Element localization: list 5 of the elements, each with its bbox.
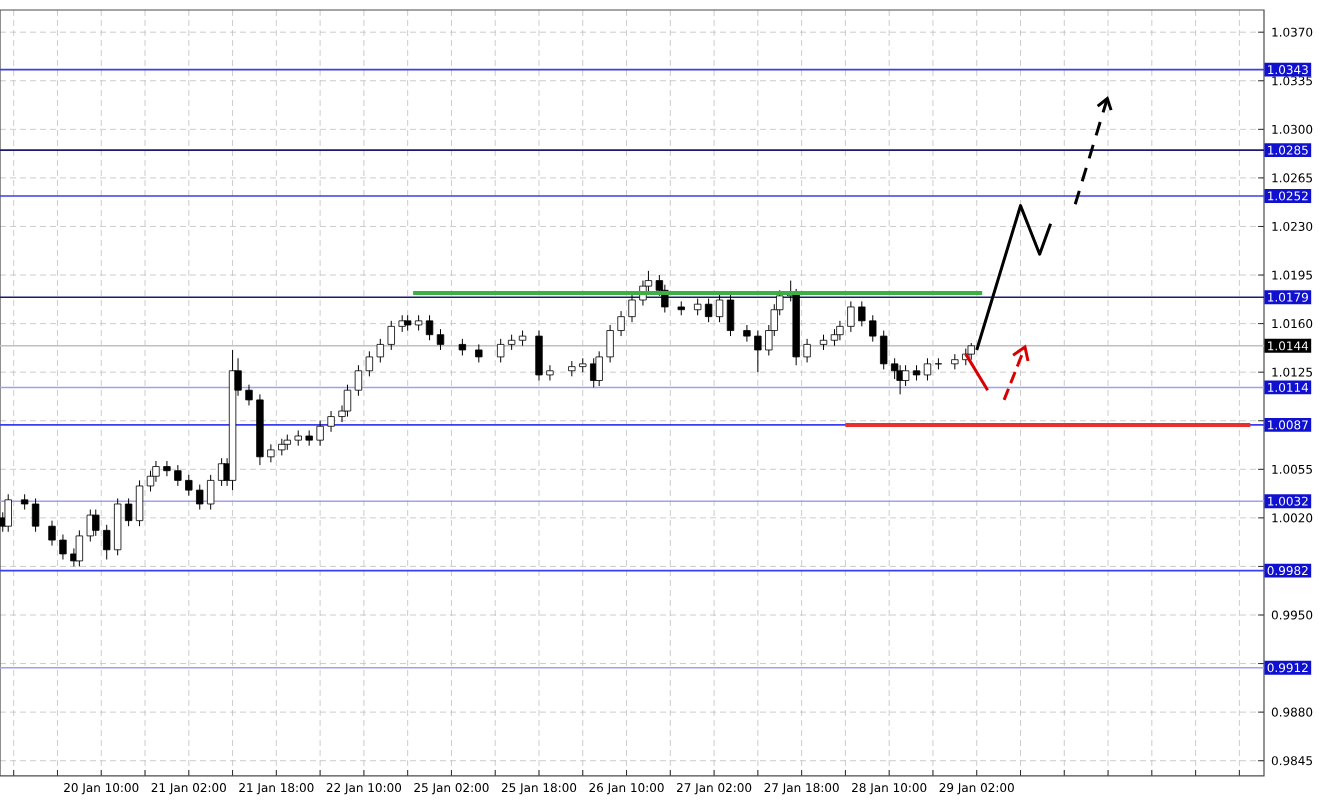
candlestick — [726, 293, 735, 337]
candlestick — [923, 357, 932, 381]
candlestick — [475, 343, 483, 363]
candlestick — [436, 328, 445, 351]
candlestick — [4, 493, 12, 533]
